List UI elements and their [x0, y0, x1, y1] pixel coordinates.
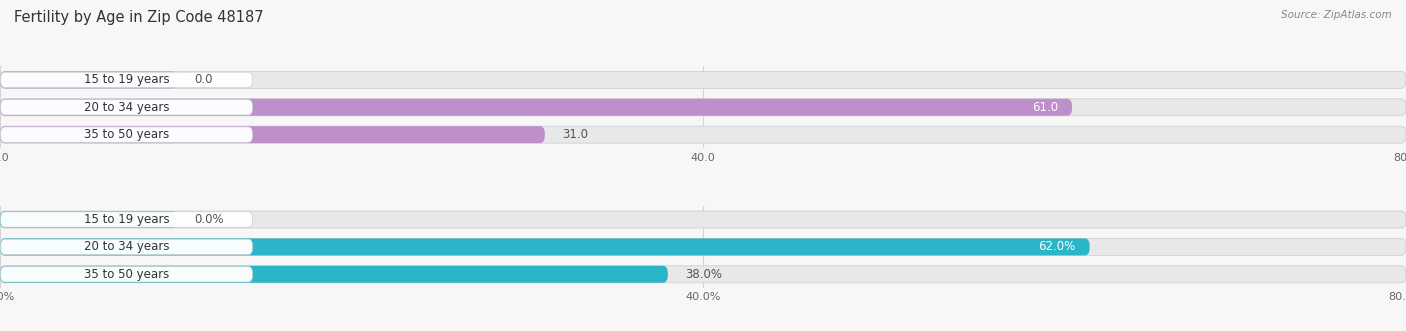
FancyBboxPatch shape	[0, 238, 1090, 256]
Text: 35 to 50 years: 35 to 50 years	[84, 128, 169, 141]
FancyBboxPatch shape	[0, 266, 1406, 283]
FancyBboxPatch shape	[0, 72, 253, 88]
FancyBboxPatch shape	[0, 211, 1406, 228]
FancyBboxPatch shape	[0, 212, 253, 227]
FancyBboxPatch shape	[0, 99, 1406, 116]
Text: 20 to 34 years: 20 to 34 years	[84, 101, 169, 114]
Text: 0.0%: 0.0%	[194, 213, 225, 226]
Text: 38.0%: 38.0%	[686, 268, 723, 281]
FancyBboxPatch shape	[0, 211, 177, 228]
FancyBboxPatch shape	[0, 127, 253, 142]
Text: 35 to 50 years: 35 to 50 years	[84, 268, 169, 281]
FancyBboxPatch shape	[0, 71, 177, 88]
FancyBboxPatch shape	[0, 100, 253, 115]
Text: Source: ZipAtlas.com: Source: ZipAtlas.com	[1281, 10, 1392, 20]
Text: Fertility by Age in Zip Code 48187: Fertility by Age in Zip Code 48187	[14, 10, 264, 25]
Text: 0.0: 0.0	[194, 73, 214, 86]
Text: 15 to 19 years: 15 to 19 years	[84, 73, 169, 86]
FancyBboxPatch shape	[0, 239, 253, 255]
FancyBboxPatch shape	[0, 266, 253, 282]
FancyBboxPatch shape	[0, 266, 668, 283]
FancyBboxPatch shape	[0, 126, 544, 143]
FancyBboxPatch shape	[0, 99, 1073, 116]
FancyBboxPatch shape	[0, 71, 1406, 88]
FancyBboxPatch shape	[0, 238, 1406, 256]
FancyBboxPatch shape	[0, 126, 1406, 143]
Text: 20 to 34 years: 20 to 34 years	[84, 240, 169, 254]
Text: 61.0: 61.0	[1032, 101, 1059, 114]
Text: 62.0%: 62.0%	[1039, 240, 1076, 254]
Text: 31.0: 31.0	[562, 128, 588, 141]
Text: 15 to 19 years: 15 to 19 years	[84, 213, 169, 226]
